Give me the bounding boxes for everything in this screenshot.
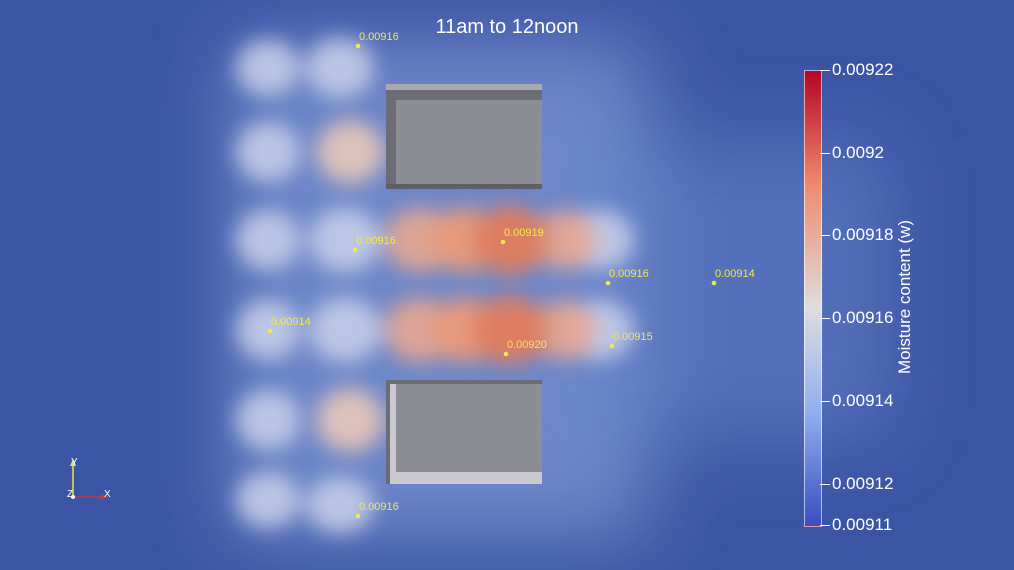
probe-point bbox=[267, 328, 273, 334]
building-top bbox=[386, 84, 542, 189]
colorbar-tick-mark bbox=[820, 152, 830, 154]
probe-value-label: 0.00920 bbox=[507, 339, 547, 351]
colorbar-tick-mark bbox=[820, 525, 830, 526]
colorbar-tick-mark bbox=[820, 483, 830, 485]
probe-value-label: 0.00914 bbox=[271, 316, 311, 328]
colorbar-tick-mark bbox=[820, 235, 830, 237]
probe-markers bbox=[267, 43, 717, 519]
colorbar-title: Moisture content (w) bbox=[895, 220, 914, 374]
probe-value-label: 0.00916 bbox=[609, 268, 649, 280]
probe-point bbox=[605, 280, 611, 286]
moisture-haze bbox=[230, 40, 890, 540]
probe-value-label: 0.00919 bbox=[504, 227, 544, 239]
moisture-colorbar bbox=[804, 70, 822, 527]
orientation-axes bbox=[70, 459, 108, 500]
axis-x-label: X bbox=[104, 489, 111, 500]
colorbar-tick-label: 0.00911 bbox=[832, 515, 893, 534]
building-bottom bbox=[386, 380, 542, 484]
probe-point bbox=[352, 247, 358, 253]
colorbar-tick-label: 0.00912 bbox=[832, 473, 894, 493]
probe-point bbox=[500, 239, 506, 245]
probe-value-label: 0.00914 bbox=[715, 268, 755, 280]
probe-value-label: 0.00916 bbox=[356, 235, 396, 247]
probe-point bbox=[503, 351, 509, 357]
colorbar-tick-label: 0.00918 bbox=[832, 225, 894, 245]
colorbar-tick-mark bbox=[820, 70, 830, 71]
time-period-title: 11am to 12noon bbox=[435, 16, 579, 38]
moisture-plumes bbox=[236, 38, 634, 533]
colorbar-tick-label: 0.00922 bbox=[832, 60, 894, 79]
probe-point bbox=[355, 513, 361, 519]
probe-value-label: 0.00916 bbox=[359, 501, 399, 513]
axis-y-label: Y bbox=[71, 457, 78, 468]
probe-point bbox=[711, 280, 717, 286]
probe-value-label: 0.00915 bbox=[613, 331, 653, 343]
axis-z-label: Z bbox=[67, 489, 74, 500]
colorbar-tick-label: 0.00916 bbox=[832, 308, 894, 328]
colorbar-tick-label: 0.0092 bbox=[832, 142, 884, 162]
probe-point bbox=[609, 343, 615, 349]
colorbar-tick-mark bbox=[820, 400, 830, 402]
probe-value-label: 0.00916 bbox=[359, 31, 399, 43]
probe-point bbox=[355, 43, 361, 49]
colorbar-tick-label: 0.00914 bbox=[832, 390, 894, 410]
colorbar-tick-mark bbox=[820, 318, 830, 320]
